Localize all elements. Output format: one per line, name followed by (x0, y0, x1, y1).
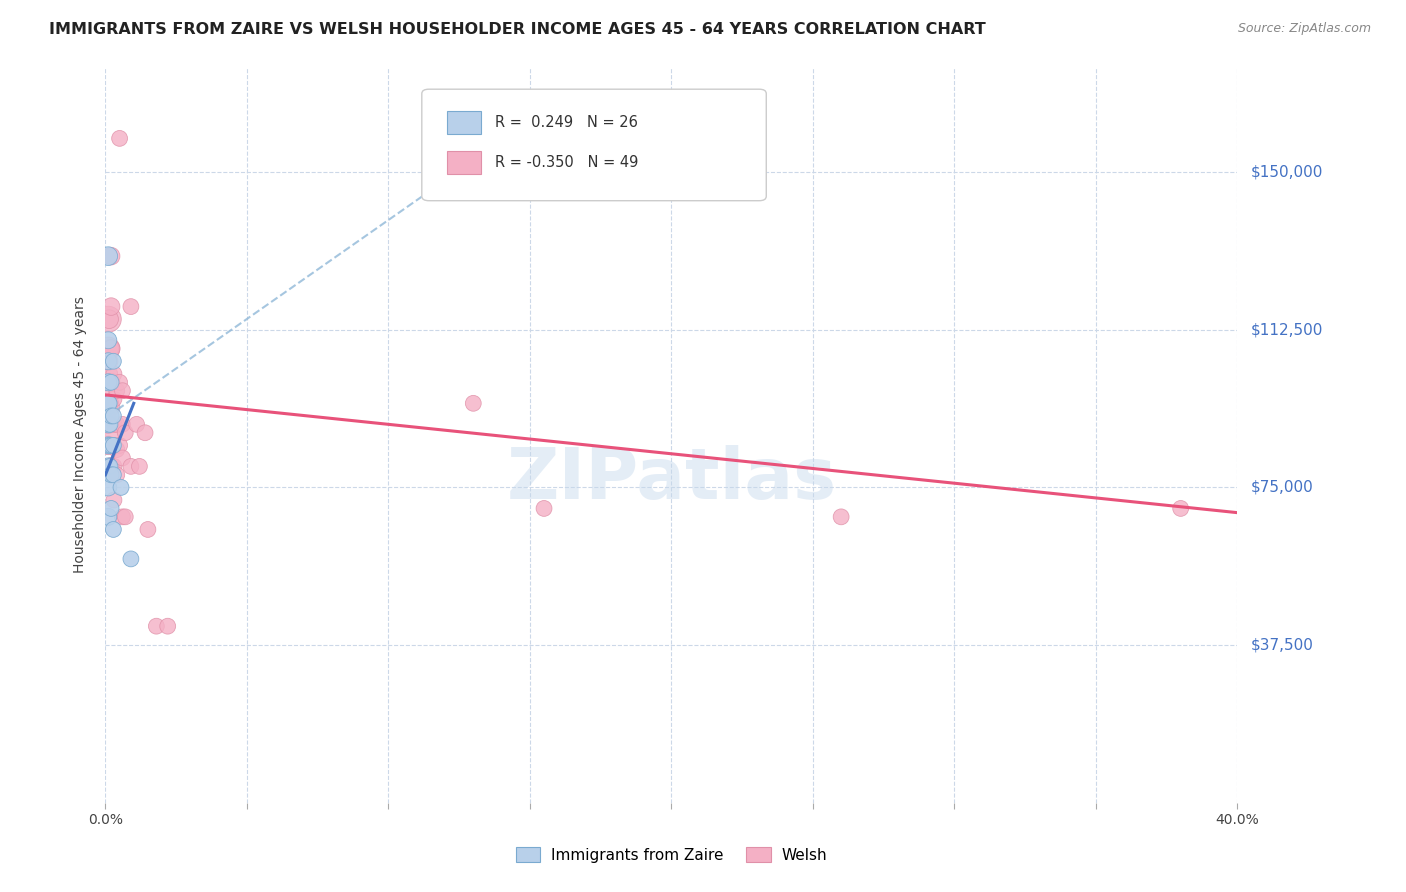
Point (98, 396, 121, 410)
Point (103, 467, 125, 482)
Text: $150,000: $150,000 (1251, 164, 1323, 179)
Point (97, 354, 120, 368)
Point (100, 249, 122, 263)
Point (125, 417, 148, 432)
Point (103, 367, 125, 381)
Text: IMMIGRANTS FROM ZAIRE VS WELSH HOUSEHOLDER INCOME AGES 45 - 64 YEARS CORRELATION: IMMIGRANTS FROM ZAIRE VS WELSH HOUSEHOLD… (49, 22, 986, 37)
Point (108, 376, 131, 390)
Point (105, 384, 128, 398)
Point (97, 480, 120, 494)
Point (98, 396, 121, 410)
Point (97, 417, 120, 432)
Point (103, 523, 125, 537)
Point (98, 459, 121, 474)
Point (111, 384, 134, 398)
Point (97, 509, 120, 524)
Point (108, 438, 131, 452)
Text: $112,500: $112,500 (1251, 322, 1323, 337)
Point (100, 409, 122, 423)
Point (100, 401, 122, 415)
Y-axis label: Householder Income Ages 45 - 64 years: Householder Income Ages 45 - 64 years (73, 296, 87, 574)
Legend: Immigrants from Zaire, Welsh: Immigrants from Zaire, Welsh (509, 840, 834, 869)
Point (97, 417, 120, 432)
Text: Source: ZipAtlas.com: Source: ZipAtlas.com (1237, 22, 1371, 36)
Point (98, 438, 121, 452)
Point (103, 354, 125, 368)
Point (98, 312, 121, 326)
Point (111, 417, 134, 432)
Point (103, 493, 125, 508)
Point (98, 354, 121, 368)
Point (145, 619, 167, 633)
Point (110, 480, 132, 494)
Point (103, 438, 125, 452)
Point (103, 417, 125, 432)
Point (108, 131, 131, 145)
Point (100, 425, 122, 440)
Point (100, 300, 122, 314)
Text: R =  0.249   N = 26: R = 0.249 N = 26 (495, 115, 638, 129)
Point (100, 467, 122, 482)
Point (97, 367, 120, 381)
Point (100, 459, 122, 474)
Point (105, 442, 128, 457)
Point (134, 425, 156, 440)
Point (97, 438, 120, 452)
Point (120, 300, 142, 314)
Text: $37,500: $37,500 (1251, 638, 1315, 653)
Point (120, 459, 142, 474)
Point (114, 425, 136, 440)
Point (114, 509, 136, 524)
Point (97, 459, 120, 474)
Point (105, 467, 128, 482)
Point (111, 509, 134, 524)
Point (128, 459, 150, 474)
Point (103, 459, 125, 474)
Point (103, 392, 125, 406)
Point (97, 376, 120, 390)
Point (103, 409, 125, 423)
Point (105, 417, 128, 432)
Text: $75,000: $75,000 (1251, 480, 1315, 495)
Point (97, 333, 120, 347)
Point (97, 342, 120, 356)
Point (533, 501, 555, 516)
Point (136, 523, 159, 537)
Point (98, 342, 121, 356)
Point (97, 249, 120, 263)
Point (100, 376, 122, 390)
Point (1170, 501, 1192, 516)
Text: R = -0.350   N = 49: R = -0.350 N = 49 (495, 155, 638, 169)
Point (98, 417, 121, 432)
Point (97, 396, 120, 410)
Point (98, 396, 121, 410)
Point (97, 392, 120, 406)
Point (463, 396, 485, 410)
Point (100, 376, 122, 390)
Point (156, 619, 179, 633)
Point (103, 438, 125, 452)
Text: ZIPatlas: ZIPatlas (506, 444, 837, 514)
Point (830, 509, 852, 524)
Point (120, 552, 142, 566)
Point (111, 450, 134, 465)
Point (97, 312, 120, 326)
Point (100, 501, 122, 516)
Point (100, 438, 122, 452)
Point (100, 342, 122, 356)
Point (97, 438, 120, 452)
